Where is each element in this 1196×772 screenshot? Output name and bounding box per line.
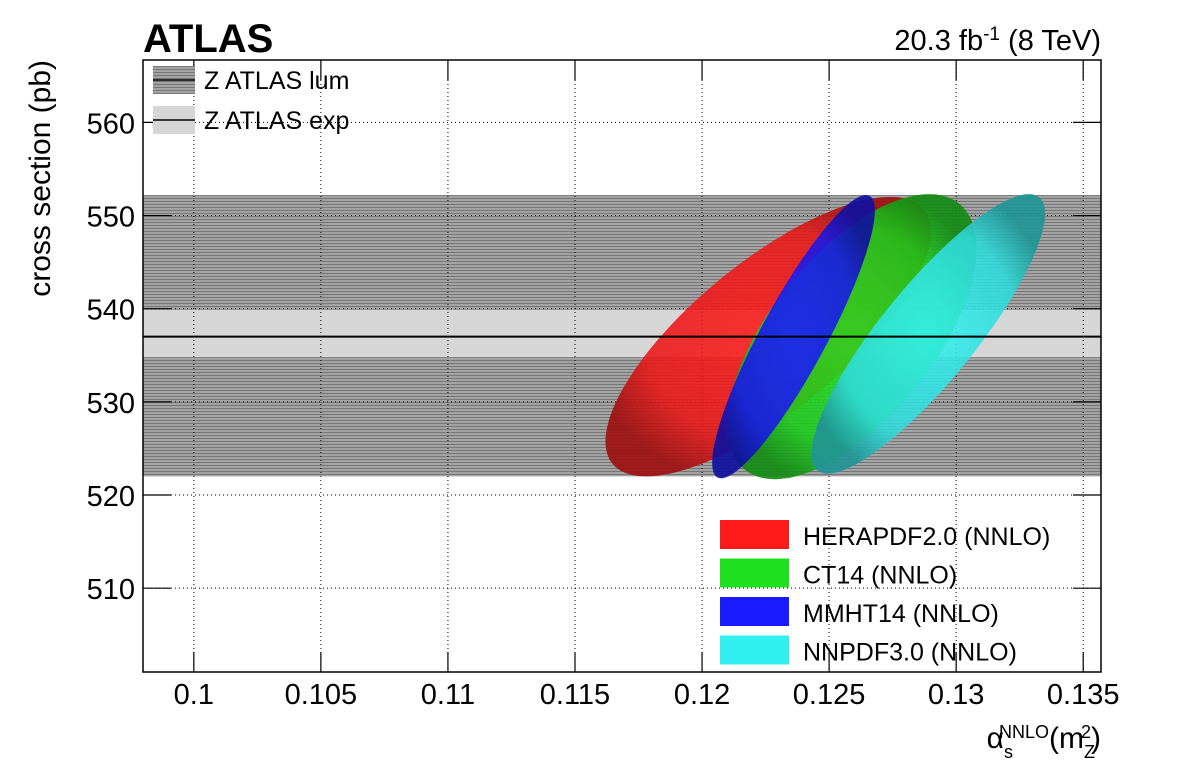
y-tick-label: 530 bbox=[87, 388, 135, 420]
x-tick-label: 0.1 bbox=[174, 679, 214, 711]
lumi-part: 20.3 fb bbox=[894, 25, 983, 57]
x-label-part: α bbox=[987, 722, 1004, 755]
lumi-label: 20.3 fb-1 (8 TeV) bbox=[894, 24, 1101, 58]
x-tick-label: 0.115 bbox=[540, 679, 610, 711]
ellipse-shade bbox=[811, 194, 1046, 474]
x-tick-label: 0.105 bbox=[285, 679, 358, 711]
y-tick-label: 540 bbox=[87, 295, 135, 327]
legend-label: NNPDF3.0 (NNLO) bbox=[803, 639, 1017, 667]
chart-title: ATLAS bbox=[143, 17, 273, 61]
x-tick-label: 0.12 bbox=[674, 679, 730, 711]
legend-swatch bbox=[720, 558, 789, 588]
x-tick-label: 0.11 bbox=[421, 679, 475, 711]
x-label-part: 2 bbox=[1081, 722, 1091, 742]
lumi-part: (8 TeV) bbox=[1000, 25, 1101, 57]
frame bbox=[142, 59, 1102, 673]
lumi-part: -1 bbox=[983, 24, 1000, 45]
x-label-part: Z bbox=[1084, 742, 1095, 762]
legend-label: Z ATLAS exp bbox=[204, 107, 349, 135]
legend-label: MMHT14 (NNLO) bbox=[803, 600, 999, 628]
legend-swatch bbox=[720, 635, 789, 665]
y-tick-label: 520 bbox=[87, 481, 135, 513]
legend-label: CT14 (NNLO) bbox=[803, 562, 957, 590]
x-label-part: (m bbox=[1049, 722, 1084, 755]
legend-label: HERAPDF2.0 (NNLO) bbox=[803, 523, 1050, 551]
y-tick-label: 510 bbox=[87, 574, 135, 606]
x-tick-label: 0.125 bbox=[793, 679, 866, 711]
x-label-part: s bbox=[1004, 742, 1013, 762]
legend-swatch bbox=[720, 520, 789, 549]
x-label-part: NNLO bbox=[999, 722, 1049, 742]
x-tick-label: 0.13 bbox=[928, 679, 984, 711]
y-axis-label: cross section (pb) bbox=[24, 60, 57, 297]
y-tick-label: 560 bbox=[87, 108, 135, 140]
x-tick-label: 0.135 bbox=[1047, 679, 1120, 711]
x-axis-label: αsNNLO(mZ2) bbox=[987, 722, 1101, 762]
legend-label: Z ATLAS lum bbox=[204, 67, 349, 95]
legend-swatch bbox=[720, 597, 789, 626]
plot-area bbox=[143, 60, 1101, 672]
x-label-part: ) bbox=[1091, 722, 1101, 755]
y-tick-label: 550 bbox=[87, 202, 135, 234]
